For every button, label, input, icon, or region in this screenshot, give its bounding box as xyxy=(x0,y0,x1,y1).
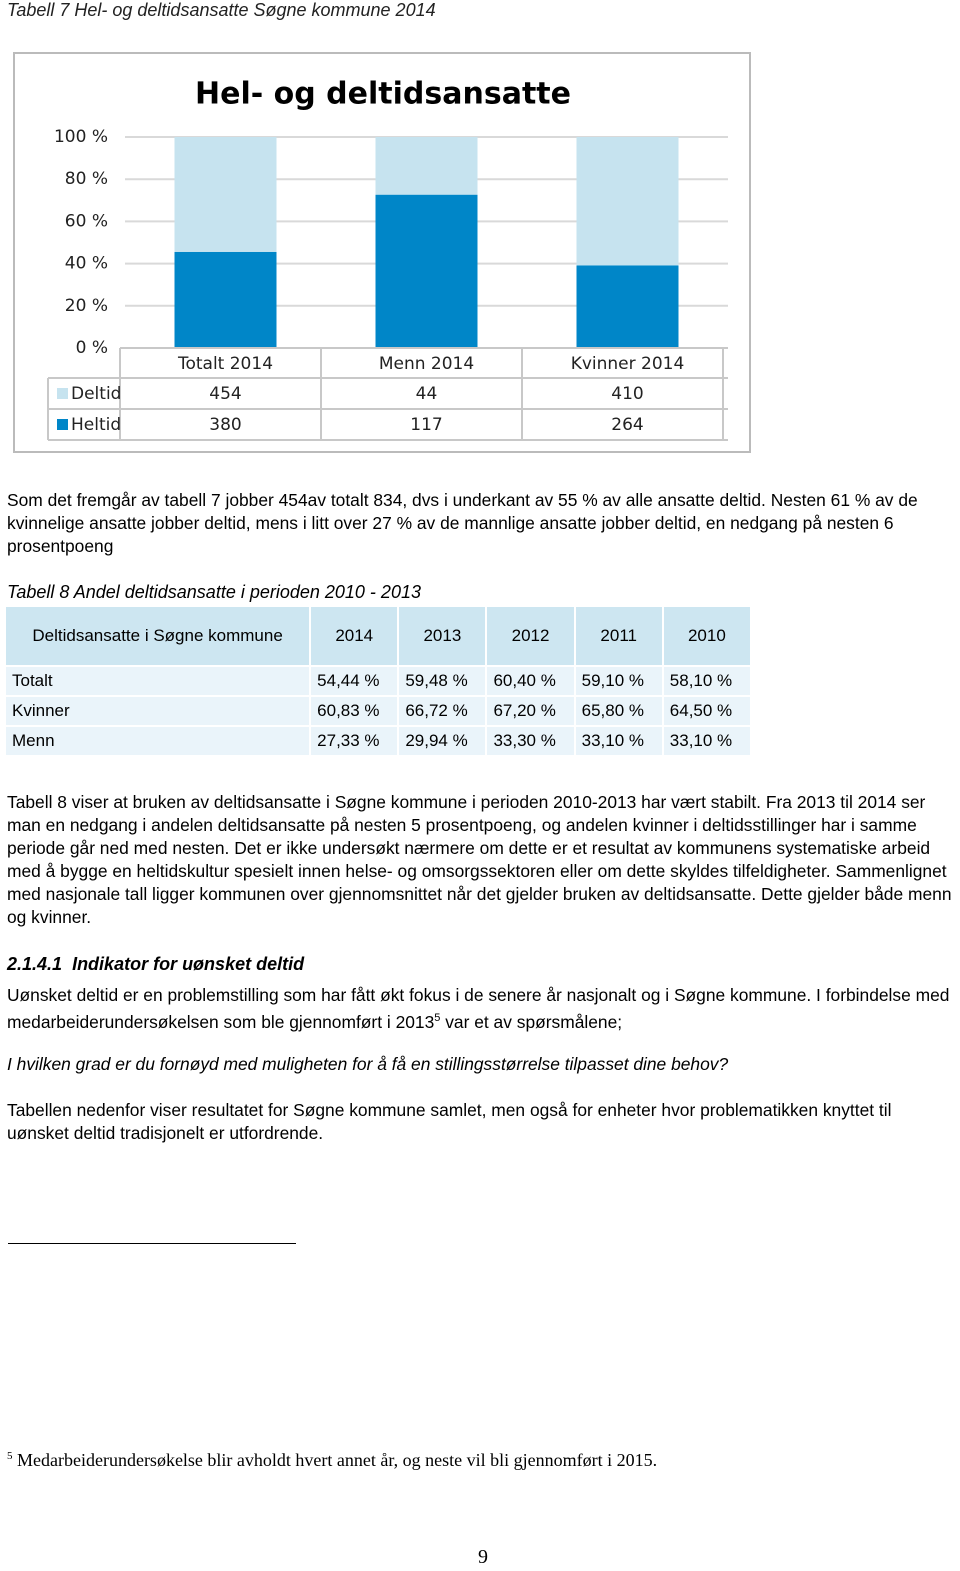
table-cell: 54,44 % xyxy=(309,665,400,697)
caption: Tabell 7 Hel- og deltidsansatte Søgne ko… xyxy=(7,0,436,20)
footnote-ref: 5 xyxy=(434,1012,441,1024)
x-tick-label: Kvinner 2014 xyxy=(571,354,685,374)
bar xyxy=(576,265,679,348)
footnote-rule xyxy=(8,1243,296,1244)
legend-swatch xyxy=(57,388,68,399)
bar xyxy=(576,137,679,266)
paragraph: Tabell 8 viser at bruken av deltidsansat… xyxy=(7,792,952,927)
table-row: Kvinner 60,83 % 66,72 % 67,20 % 65,80 % 64,50… xyxy=(3,695,753,727)
table-cell: Deltidsansatte i Søgne kommune xyxy=(3,605,312,667)
caption: Tabell 8 Andel deltidsansatte i perioden… xyxy=(7,582,421,602)
y-tick-label: 100 % xyxy=(54,127,108,147)
text: Uønsket deltid er en problemstilling som… xyxy=(7,985,950,1032)
heading-number: 2.1.4.1 xyxy=(7,954,63,974)
y-tick-label: 0 % xyxy=(76,338,108,358)
heading-text: Indikator for uønsket deltid xyxy=(72,954,305,974)
table-row: Menn 27,33 % 29,94 % 33,30 % 33,10 % 33,10 % xyxy=(3,725,753,757)
table-cell: 64,50 % xyxy=(661,695,753,727)
bar xyxy=(174,251,277,348)
data-label: 410 xyxy=(611,384,643,404)
footnote-text: Medarbeiderundersøkelse blir avholdt hve… xyxy=(17,1450,658,1470)
table-cell: 2010 xyxy=(661,605,753,667)
y-tick-label: 20 % xyxy=(65,296,108,316)
legend-label: Deltid xyxy=(71,384,121,404)
table-cell: 33,10 % xyxy=(573,725,664,757)
x-tick-label: Menn 2014 xyxy=(379,354,474,374)
table-cell: Kvinner xyxy=(3,695,312,727)
table-cell: 66,72 % xyxy=(397,695,488,727)
data-label: 117 xyxy=(410,415,442,435)
bar xyxy=(375,137,478,195)
table-cell: 59,10 % xyxy=(573,665,664,697)
table-row: Totalt 54,44 % 59,48 % 60,40 % 59,10 % 58,10 … xyxy=(3,665,753,697)
paragraph: Tabellen nedenfor viser resultatet for S… xyxy=(7,1100,892,1143)
table-cell: 59,48 % xyxy=(397,665,488,697)
page-number: 9 xyxy=(478,1546,488,1568)
data-label: 454 xyxy=(209,384,241,404)
table-cell: 60,83 % xyxy=(309,695,400,727)
table-cell: 58,10 % xyxy=(661,665,753,697)
table-cell: 60,40 % xyxy=(485,665,576,697)
data-label: 380 xyxy=(209,415,241,435)
legend-swatch xyxy=(57,419,68,430)
legend-label: Heltid xyxy=(71,415,121,435)
question: I hvilken grad er du fornøyd med mulighe… xyxy=(7,1054,729,1074)
table-cell: 65,80 % xyxy=(573,695,664,727)
table-cell: 2011 xyxy=(573,605,664,667)
data-label: 44 xyxy=(416,384,438,404)
table-cell: 2012 xyxy=(485,605,576,667)
table-cell: 33,10 % xyxy=(661,725,753,757)
footnote-marker: 5 xyxy=(7,1450,13,1462)
data-label: 264 xyxy=(611,415,643,435)
bar xyxy=(174,137,277,252)
table: Deltidsansatte i Søgne kommune 2014 2013 20… xyxy=(3,605,753,757)
y-tick-label: 60 % xyxy=(65,211,108,231)
table-cell: 29,94 % xyxy=(397,725,488,757)
y-tick-label: 40 % xyxy=(65,254,108,274)
paragraph: Uønsket deltid er en problemstilling som… xyxy=(7,984,952,1034)
table-cell: Totalt xyxy=(3,665,312,697)
chart: Hel- og deltidsansatte 0 % 20 % 40 % 60 % 80… xyxy=(13,52,751,453)
y-tick-label: 80 % xyxy=(65,169,108,189)
footnote: 5 Medarbeiderundersøkelse blir avholdt h… xyxy=(7,1450,657,1471)
table-cell: 67,20 % xyxy=(485,695,576,727)
text: var et av spørsmålene; xyxy=(440,1011,623,1032)
heading: 2.1.4.1 Indikator for uønsket deltid xyxy=(7,954,304,975)
x-tick-label: Totalt 2014 xyxy=(177,354,273,374)
chart-title: Hel- og deltidsansatte xyxy=(195,77,571,112)
paragraph: Som det fremgår av tabell 7 jobber 454av… xyxy=(7,490,918,556)
table-cell: Menn xyxy=(3,725,312,757)
table-cell: 2014 xyxy=(309,605,400,667)
table-cell: 33,30 % xyxy=(485,725,576,757)
table-cell: 2013 xyxy=(397,605,488,667)
table-cell: 27,33 % xyxy=(309,725,400,757)
bar xyxy=(375,194,478,348)
table-row: Deltidsansatte i Søgne kommune 2014 2013 20… xyxy=(3,605,753,667)
